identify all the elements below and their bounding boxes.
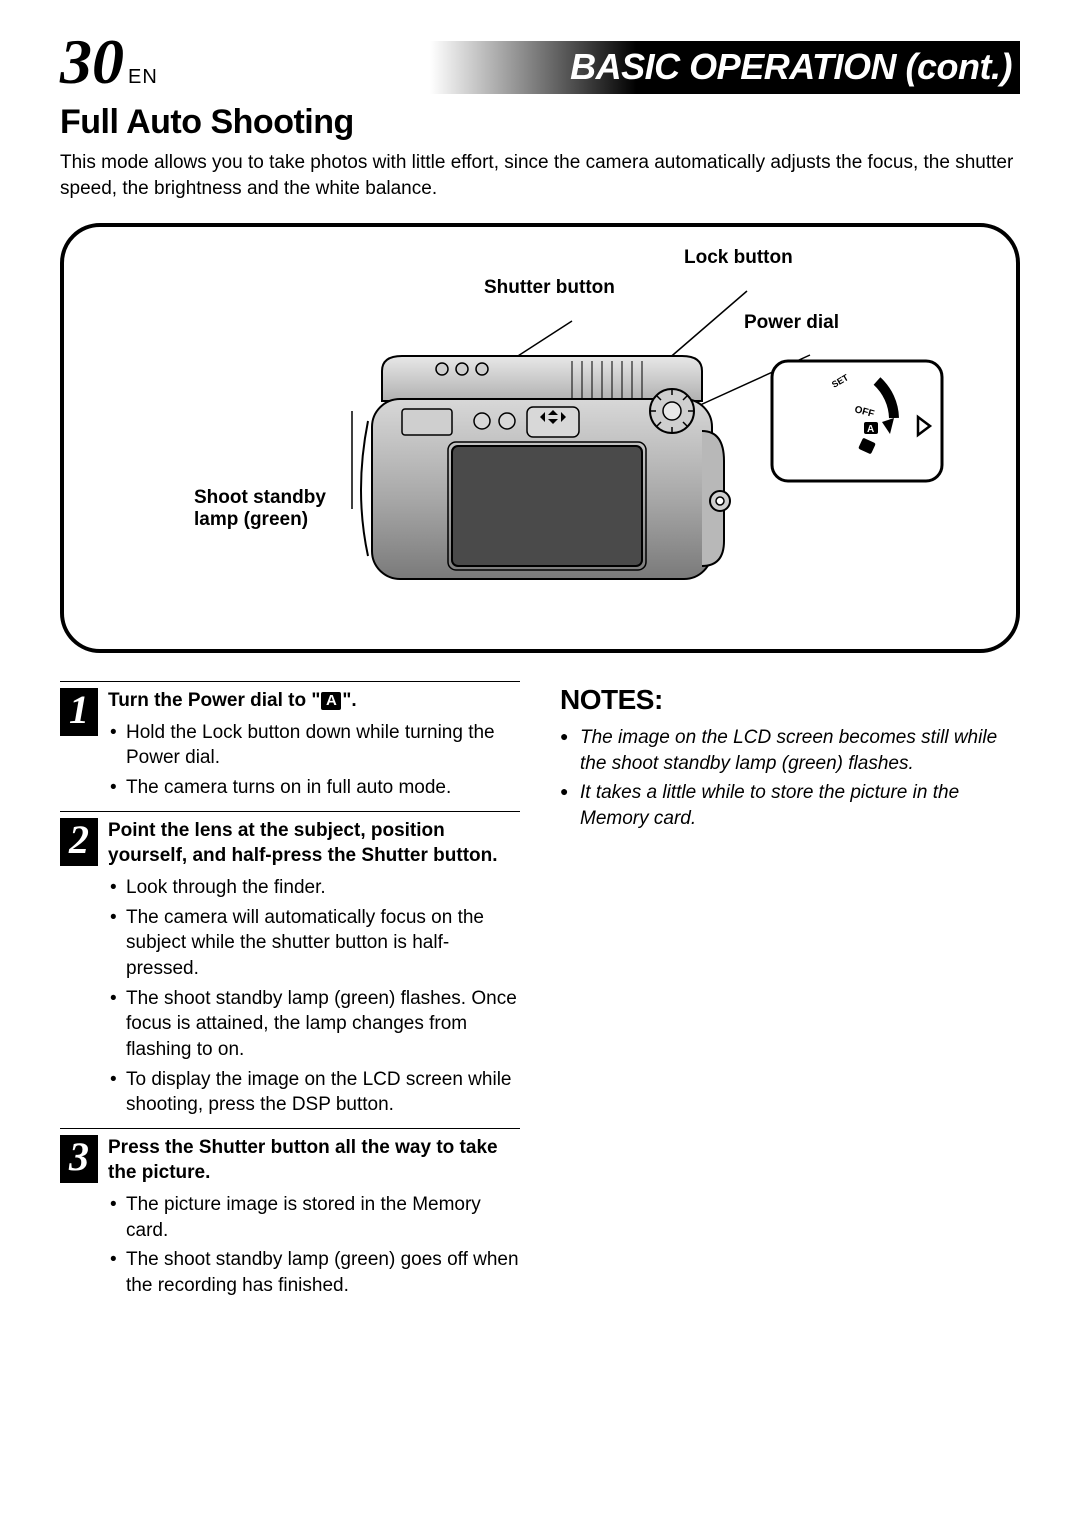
step-number: 3	[60, 1135, 98, 1183]
page-lang: EN	[128, 64, 158, 91]
callout-shoot-standby-2: lamp (green)	[194, 509, 308, 532]
page-number-block: 30 EN	[60, 30, 158, 94]
step-bullets: Look through the finder. The camera will…	[108, 875, 520, 1118]
step-3: 3 Press the Shutter button all the way t…	[60, 1128, 520, 1303]
callout-power-dial: Power dial	[744, 312, 839, 335]
step-title: Turn the Power dial to "A".	[108, 688, 520, 714]
note-item: It takes a little while to store the pic…	[560, 780, 1020, 831]
notes-list: The image on the LCD screen becomes stil…	[560, 725, 1020, 832]
camera-svg: SET OFF A	[92, 251, 992, 651]
camera-diagram: Lock button Shutter button Power dial Sh…	[60, 223, 1020, 653]
callout-shutter-button: Shutter button	[484, 277, 615, 300]
step-2: 2 Point the lens at the subject, positio…	[60, 811, 520, 1122]
section-intro: This mode allows you to take photos with…	[60, 150, 1020, 201]
step-title: Press the Shutter button all the way to …	[108, 1135, 520, 1186]
steps-column: 1 Turn the Power dial to "A". Hold the L…	[60, 681, 520, 1308]
bullet: The camera will automatically focus on t…	[110, 905, 520, 982]
step-1: 1 Turn the Power dial to "A". Hold the L…	[60, 681, 520, 805]
section-title: Full Auto Shooting	[60, 100, 1020, 146]
step-bullets: The picture image is stored in the Memor…	[108, 1192, 520, 1299]
bullet: The shoot standby lamp (green) flashes. …	[110, 986, 520, 1063]
step-number: 2	[60, 818, 98, 866]
step-number: 1	[60, 688, 98, 736]
callout-lock-button: Lock button	[684, 247, 793, 270]
page-number: 30	[60, 30, 124, 94]
step-bullets: Hold the Lock button down while turning …	[108, 720, 520, 801]
page-header: 30 EN BASIC OPERATION (cont.)	[60, 30, 1020, 94]
bullet: The shoot standby lamp (green) goes off …	[110, 1247, 520, 1298]
step-title: Point the lens at the subject, position …	[108, 818, 520, 869]
callout-shoot-standby-1: Shoot standby	[194, 487, 326, 510]
notes-column: NOTES: The image on the LCD screen becom…	[560, 681, 1020, 1308]
bullet: Look through the finder.	[110, 875, 520, 901]
chapter-title: BASIC OPERATION (cont.)	[430, 41, 1020, 94]
bullet: To display the image on the LCD screen w…	[110, 1067, 520, 1118]
notes-heading: NOTES:	[560, 681, 1020, 719]
bullet: The picture image is stored in the Memor…	[110, 1192, 520, 1243]
svg-text:A: A	[867, 424, 874, 435]
content-columns: 1 Turn the Power dial to "A". Hold the L…	[60, 681, 1020, 1308]
bullet: Hold the Lock button down while turning …	[110, 720, 520, 771]
note-item: The image on the LCD screen becomes stil…	[560, 725, 1020, 776]
mode-a-icon: A	[321, 692, 341, 710]
bullet: The camera turns on in full auto mode.	[110, 775, 520, 801]
